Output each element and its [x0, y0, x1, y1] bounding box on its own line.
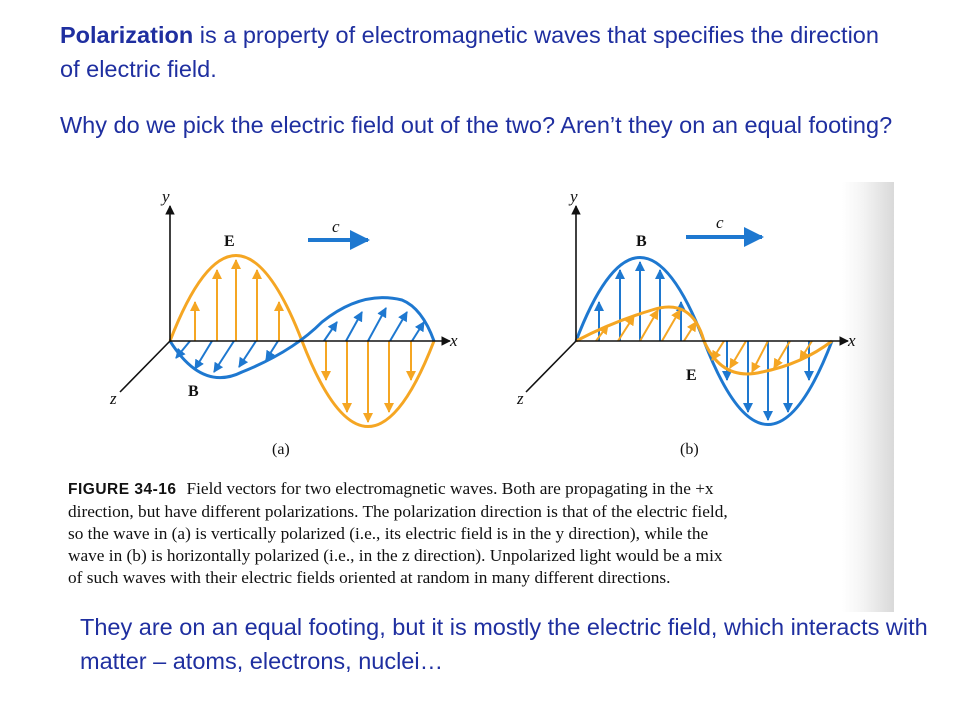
- panel-b-axes: [525, 205, 849, 393]
- caption-line: FIGURE 34-16 Field vectors for two electr…: [68, 478, 868, 501]
- intro-text: Polarization is a property of electromag…: [60, 18, 900, 86]
- panel-b-x-label: x: [847, 331, 856, 350]
- panel-b-e-arrows: [595, 309, 813, 373]
- panel-b-b-arrows: [594, 261, 814, 421]
- panel-a-axes: [119, 205, 451, 393]
- panel-a-c-label: c: [332, 217, 340, 236]
- answer-text: They are on an equal footing, but it is …: [80, 614, 928, 674]
- intro-definition: is a property of electromagnetic waves t…: [60, 22, 879, 82]
- panel-b-c-label: c: [716, 213, 724, 232]
- figure-caption: FIGURE 34-16 Field vectors for two electr…: [68, 478, 868, 589]
- panel-a-diagram: y x z c E B (a): [109, 187, 458, 458]
- scan-page-edge: [842, 182, 894, 612]
- wave-diagrams: y x z c E B (a): [109, 187, 856, 458]
- textbook-figure: y x z c E B (a): [62, 182, 894, 612]
- panel-a-e-label: E: [224, 233, 235, 250]
- panel-a-caption-label: (a): [272, 441, 290, 458]
- panel-b-z-label: z: [516, 389, 524, 408]
- panel-a-b-label: B: [188, 383, 199, 400]
- panel-a-e-arrows: [190, 259, 416, 423]
- polarization-term: Polarization: [60, 22, 194, 48]
- panel-b-diagram: y x z c B E (b): [516, 187, 856, 458]
- panel-b-y-label: y: [568, 187, 578, 206]
- caption-line-text: Field vectors for two electromagnetic wa…: [186, 479, 714, 498]
- figure-number: FIGURE 34-16: [68, 481, 177, 498]
- panel-a-b-arrows: [175, 307, 425, 373]
- panel-b-caption-label: (b): [680, 441, 699, 458]
- panel-b-b-label: B: [636, 233, 647, 250]
- panel-b-e-label: E: [686, 367, 697, 384]
- caption-line: of such waves with their electric fields…: [68, 568, 671, 587]
- panel-a-x-label: x: [449, 331, 458, 350]
- panel-a-y-label: y: [160, 187, 170, 206]
- caption-line: direction, but have different polarizati…: [68, 502, 728, 521]
- question-text: Why do we pick the electric field out of…: [60, 112, 893, 138]
- panel-a-z-label: z: [109, 389, 117, 408]
- caption-line: wave in (b) is horizontally polarized (i…: [68, 546, 723, 565]
- panel-a-b-wave: [168, 296, 436, 380]
- caption-line: so the wave in (a) is vertically polariz…: [68, 524, 709, 543]
